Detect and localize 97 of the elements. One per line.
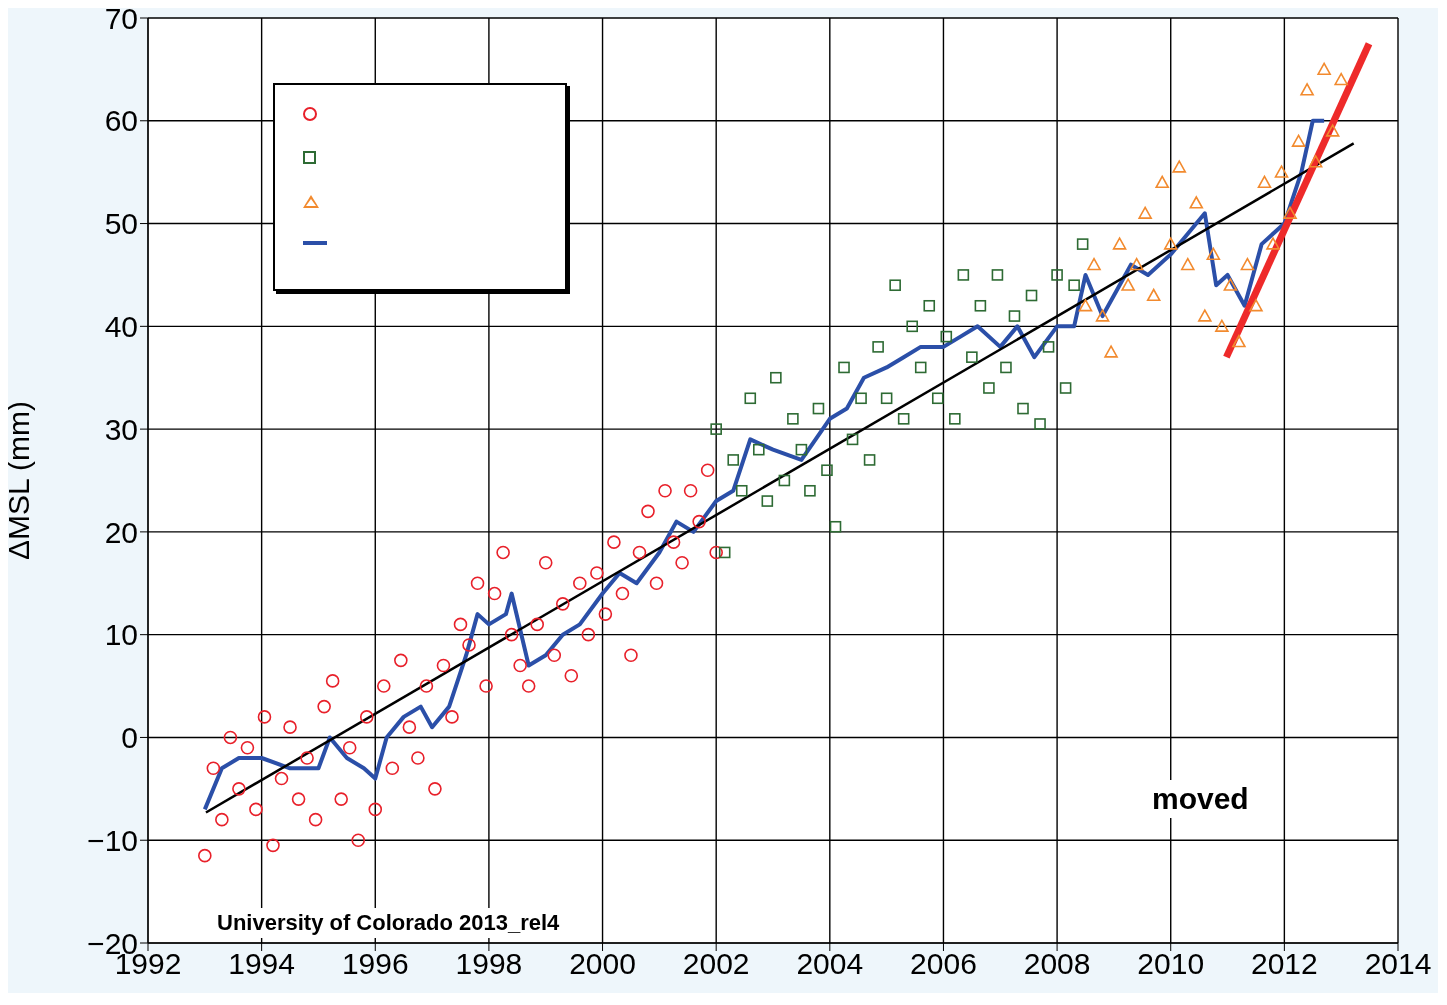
y-tick-label: −10 [87,823,138,857]
point [1051,269,1063,281]
point [1325,124,1340,137]
point [1189,196,1204,209]
point [744,392,757,405]
point [1078,298,1093,312]
point [829,520,842,533]
point [718,546,731,559]
point [983,382,995,394]
point [1232,334,1246,348]
point [889,279,901,292]
annotation: moved [1148,780,1253,818]
y-tick-label: 20 [104,515,138,549]
x-tick-label: 2002 [682,947,750,981]
point [1266,237,1280,250]
point [1155,175,1169,189]
point [787,413,799,425]
y-tick-label: 70 [104,1,138,35]
point [778,474,791,487]
y-tick-label: 0 [121,721,138,755]
annotation: University of Colorado 2013_rel4 [213,908,564,938]
point [1274,165,1289,178]
point [931,392,944,405]
x-tick-label: 2004 [796,947,864,981]
point [914,361,927,374]
point [880,392,893,405]
point [753,443,765,456]
point [1087,257,1101,271]
point [991,269,1004,281]
point [838,361,850,374]
point [727,454,740,466]
point [1121,278,1135,291]
point [804,484,816,497]
point [1095,309,1110,322]
point [1017,402,1029,415]
point [761,495,774,507]
point [966,351,978,363]
point [1042,341,1055,353]
point [923,299,936,312]
point [1257,175,1272,189]
point [1334,72,1348,86]
point [846,433,859,446]
y-tick-label: 40 [104,309,138,343]
y-tick-label: 50 [104,207,138,241]
point [974,299,987,312]
x-tick-label: 1998 [455,947,523,981]
point [940,330,953,343]
point [855,392,867,405]
point [1025,289,1038,302]
point [1068,279,1080,292]
point [1291,134,1306,147]
point [897,413,910,425]
point [1129,257,1144,271]
point [795,443,808,456]
point [1172,160,1187,173]
point [906,320,919,333]
point [1223,278,1238,291]
point [949,413,961,425]
point [1163,237,1178,250]
point [1112,237,1127,250]
point [1317,62,1331,75]
point [1138,206,1152,219]
point [735,484,748,497]
point [812,402,825,415]
x-tick-label: 1996 [341,947,409,981]
x-tick-label: 2006 [910,947,977,981]
y-tick-label: 10 [104,618,138,652]
x-tick-label: 1994 [228,947,296,981]
y-tick-label: 60 [104,104,138,138]
point [1000,361,1012,374]
point [957,269,970,281]
point [770,371,782,384]
point [1240,257,1255,271]
point [1308,155,1323,168]
x-tick-label: 2012 [1250,947,1318,981]
x-tick-label: 2014 [1364,947,1432,981]
point [1034,418,1046,430]
point [1283,206,1297,219]
point [1206,247,1221,260]
point [1300,83,1314,96]
point [821,464,833,477]
point [1059,382,1072,394]
point [1104,345,1118,358]
point [872,341,884,353]
point [863,454,876,466]
point [1008,310,1021,322]
point [1215,319,1229,332]
point [1076,238,1089,250]
point [710,423,722,435]
point [1180,257,1195,271]
x-tick-label: 2008 [1023,947,1091,981]
point [1146,288,1161,302]
y-tick-label: 30 [104,412,138,446]
x-tick-label: 2010 [1137,947,1205,981]
point [1198,309,1212,322]
point [1249,298,1263,312]
x-tick-label: 2000 [569,947,636,981]
